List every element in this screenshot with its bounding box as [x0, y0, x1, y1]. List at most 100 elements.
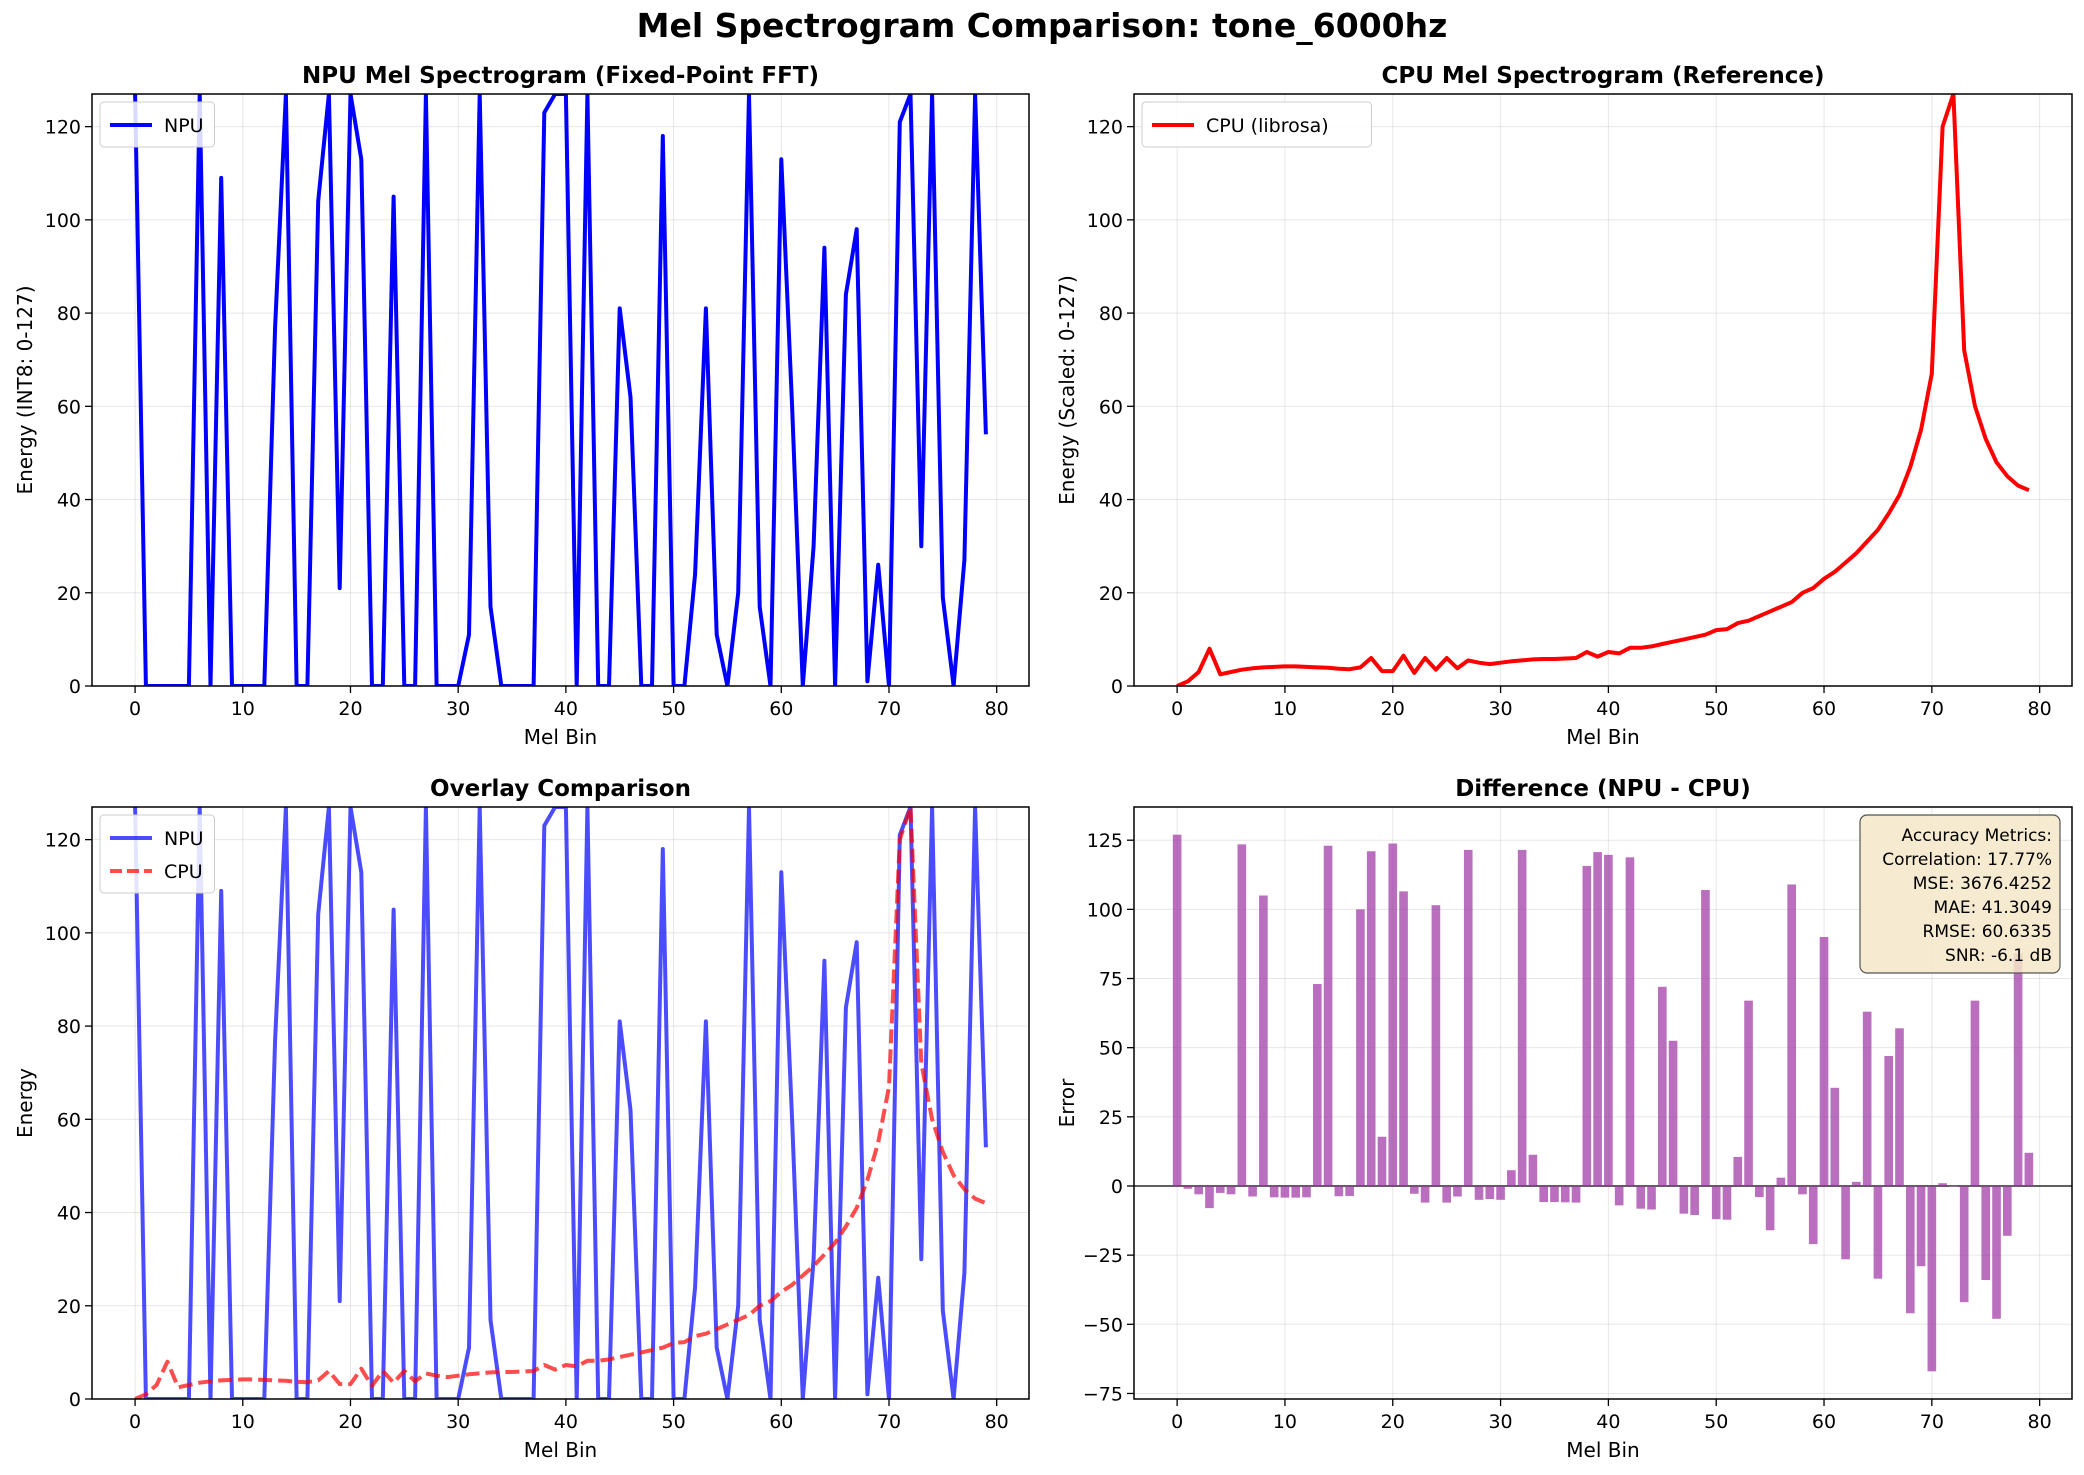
bar — [1701, 889, 1710, 1186]
bar — [1323, 845, 1333, 1186]
legend: NPU CPU — [99, 814, 215, 894]
x-tick-label: 70 — [1920, 1411, 1944, 1433]
legend-box — [99, 814, 215, 894]
y-tick-label: 60 — [57, 396, 81, 418]
x-axis-label: Mel Bin — [1566, 725, 1639, 749]
bar — [1981, 1185, 1991, 1281]
x-tick-label: 10 — [1273, 1411, 1297, 1433]
bar — [1582, 865, 1592, 1186]
bar — [1668, 1040, 1678, 1186]
bar — [1798, 1185, 1807, 1195]
x-tick-label: 60 — [769, 1411, 793, 1433]
bar — [1539, 1185, 1549, 1203]
y-tick-label: 80 — [57, 1016, 81, 1038]
bar — [1388, 843, 1398, 1186]
bar — [1205, 1185, 1214, 1209]
y-tick-label: 100 — [1087, 899, 1123, 921]
bar — [1733, 1156, 1743, 1186]
bar — [2013, 953, 2023, 1186]
annotation-line: MAE: 41.3049 — [1934, 898, 2052, 918]
bar — [1636, 1185, 1646, 1209]
bar — [1711, 1185, 1721, 1220]
bar — [1453, 1185, 1462, 1197]
bar — [1291, 1185, 1301, 1198]
bar — [1755, 1185, 1764, 1198]
bar — [1787, 884, 1796, 1186]
series-line-npu — [133, 807, 988, 1399]
x-tick-label: 50 — [661, 1411, 685, 1433]
x-tick-label: 30 — [1488, 698, 1512, 720]
legend-label: CPU (librosa) — [1206, 115, 1329, 137]
bar — [1862, 1011, 1872, 1186]
plot-area — [133, 94, 988, 686]
bar — [1830, 1087, 1840, 1186]
bar — [1679, 1185, 1689, 1214]
x-tick-label: 40 — [554, 698, 578, 720]
bar — [1657, 986, 1667, 1186]
x-tick-label: 60 — [1812, 1411, 1836, 1433]
annotation-box — [1859, 814, 2061, 974]
legend-label: NPU — [164, 828, 204, 850]
bar — [1970, 1000, 1980, 1186]
x-tick-label: 30 — [446, 698, 470, 720]
x-tick-label: 70 — [1920, 698, 1944, 720]
y-tick-label: 40 — [57, 1203, 81, 1225]
bar — [1442, 1185, 1451, 1203]
axes-frame — [1133, 806, 2073, 1400]
bar — [1884, 1055, 1894, 1186]
x-tick-label: 80 — [985, 1411, 1009, 1433]
bar — [1194, 1185, 1204, 1195]
bar — [1172, 834, 1182, 1186]
y-tick-label: 0 — [69, 676, 81, 698]
bar — [1571, 1185, 1581, 1203]
bar — [1302, 1185, 1311, 1198]
bar — [1356, 909, 1365, 1186]
subplot-title: CPU Mel Spectrogram (Reference) — [1382, 63, 1825, 89]
bar — [1420, 1185, 1430, 1203]
bar — [2024, 1152, 2034, 1186]
figure-title: Mel Spectrogram Comparison: tone_6000hz — [636, 6, 1448, 45]
bar — [1647, 1185, 1656, 1210]
y-tick-label: 120 — [45, 830, 81, 852]
subplot-title: Overlay Comparison — [430, 776, 691, 802]
x-tick-label: 20 — [338, 1411, 362, 1433]
x-tick-label: 0 — [1171, 698, 1183, 720]
bar — [1690, 1185, 1699, 1216]
x-tick-label: 80 — [2028, 1411, 2052, 1433]
subplot-2: 0 10 20 30 40 50 60 70 80 0 20 40 60 80 100 120 CPU Mel … — [1055, 63, 2073, 749]
bar — [1507, 1170, 1516, 1186]
y-axis-label: Energy (INT8: 0-127) — [13, 286, 37, 495]
legend-label: NPU — [164, 115, 204, 137]
bar — [1992, 1185, 2001, 1319]
y-tick-label: 80 — [57, 303, 81, 325]
bar — [1485, 1185, 1495, 1199]
bar — [1463, 849, 1473, 1186]
legend-box — [1141, 101, 1372, 148]
legend: NPU — [99, 101, 215, 148]
annotation-line: SNR: -6.1 dB — [1945, 946, 2052, 966]
y-tick-label: 80 — [1099, 303, 1123, 325]
y-tick-label: 20 — [57, 583, 81, 605]
bar — [1808, 1185, 1818, 1245]
x-tick-label: 50 — [1704, 698, 1728, 720]
bar — [1852, 1181, 1861, 1186]
y-axis-label: Error — [1055, 1078, 1079, 1128]
subplot-3: 0 10 20 30 40 50 60 70 80 0 20 40 60 80 100 120 Overlay … — [13, 776, 1030, 1462]
annotation-line: RMSE: 60.6335 — [1923, 922, 2052, 942]
x-tick-label: 70 — [877, 1411, 901, 1433]
bar — [1895, 1028, 1904, 1186]
y-tick-label: 40 — [57, 490, 81, 512]
bar — [1280, 1185, 1290, 1198]
bar — [1614, 1185, 1624, 1206]
y-tick-label: 120 — [45, 117, 81, 139]
bar — [1776, 1177, 1786, 1186]
y-tick-label: 100 — [45, 923, 81, 945]
bar — [1560, 1185, 1570, 1203]
x-axis-label: Mel Bin — [524, 1438, 597, 1462]
x-axis-label: Mel Bin — [1566, 1438, 1639, 1462]
y-tick-label: 20 — [1099, 583, 1123, 605]
y-tick-label: 0 — [1111, 676, 1123, 698]
x-tick-label: 60 — [1812, 698, 1836, 720]
x-tick-label: 20 — [1381, 698, 1405, 720]
